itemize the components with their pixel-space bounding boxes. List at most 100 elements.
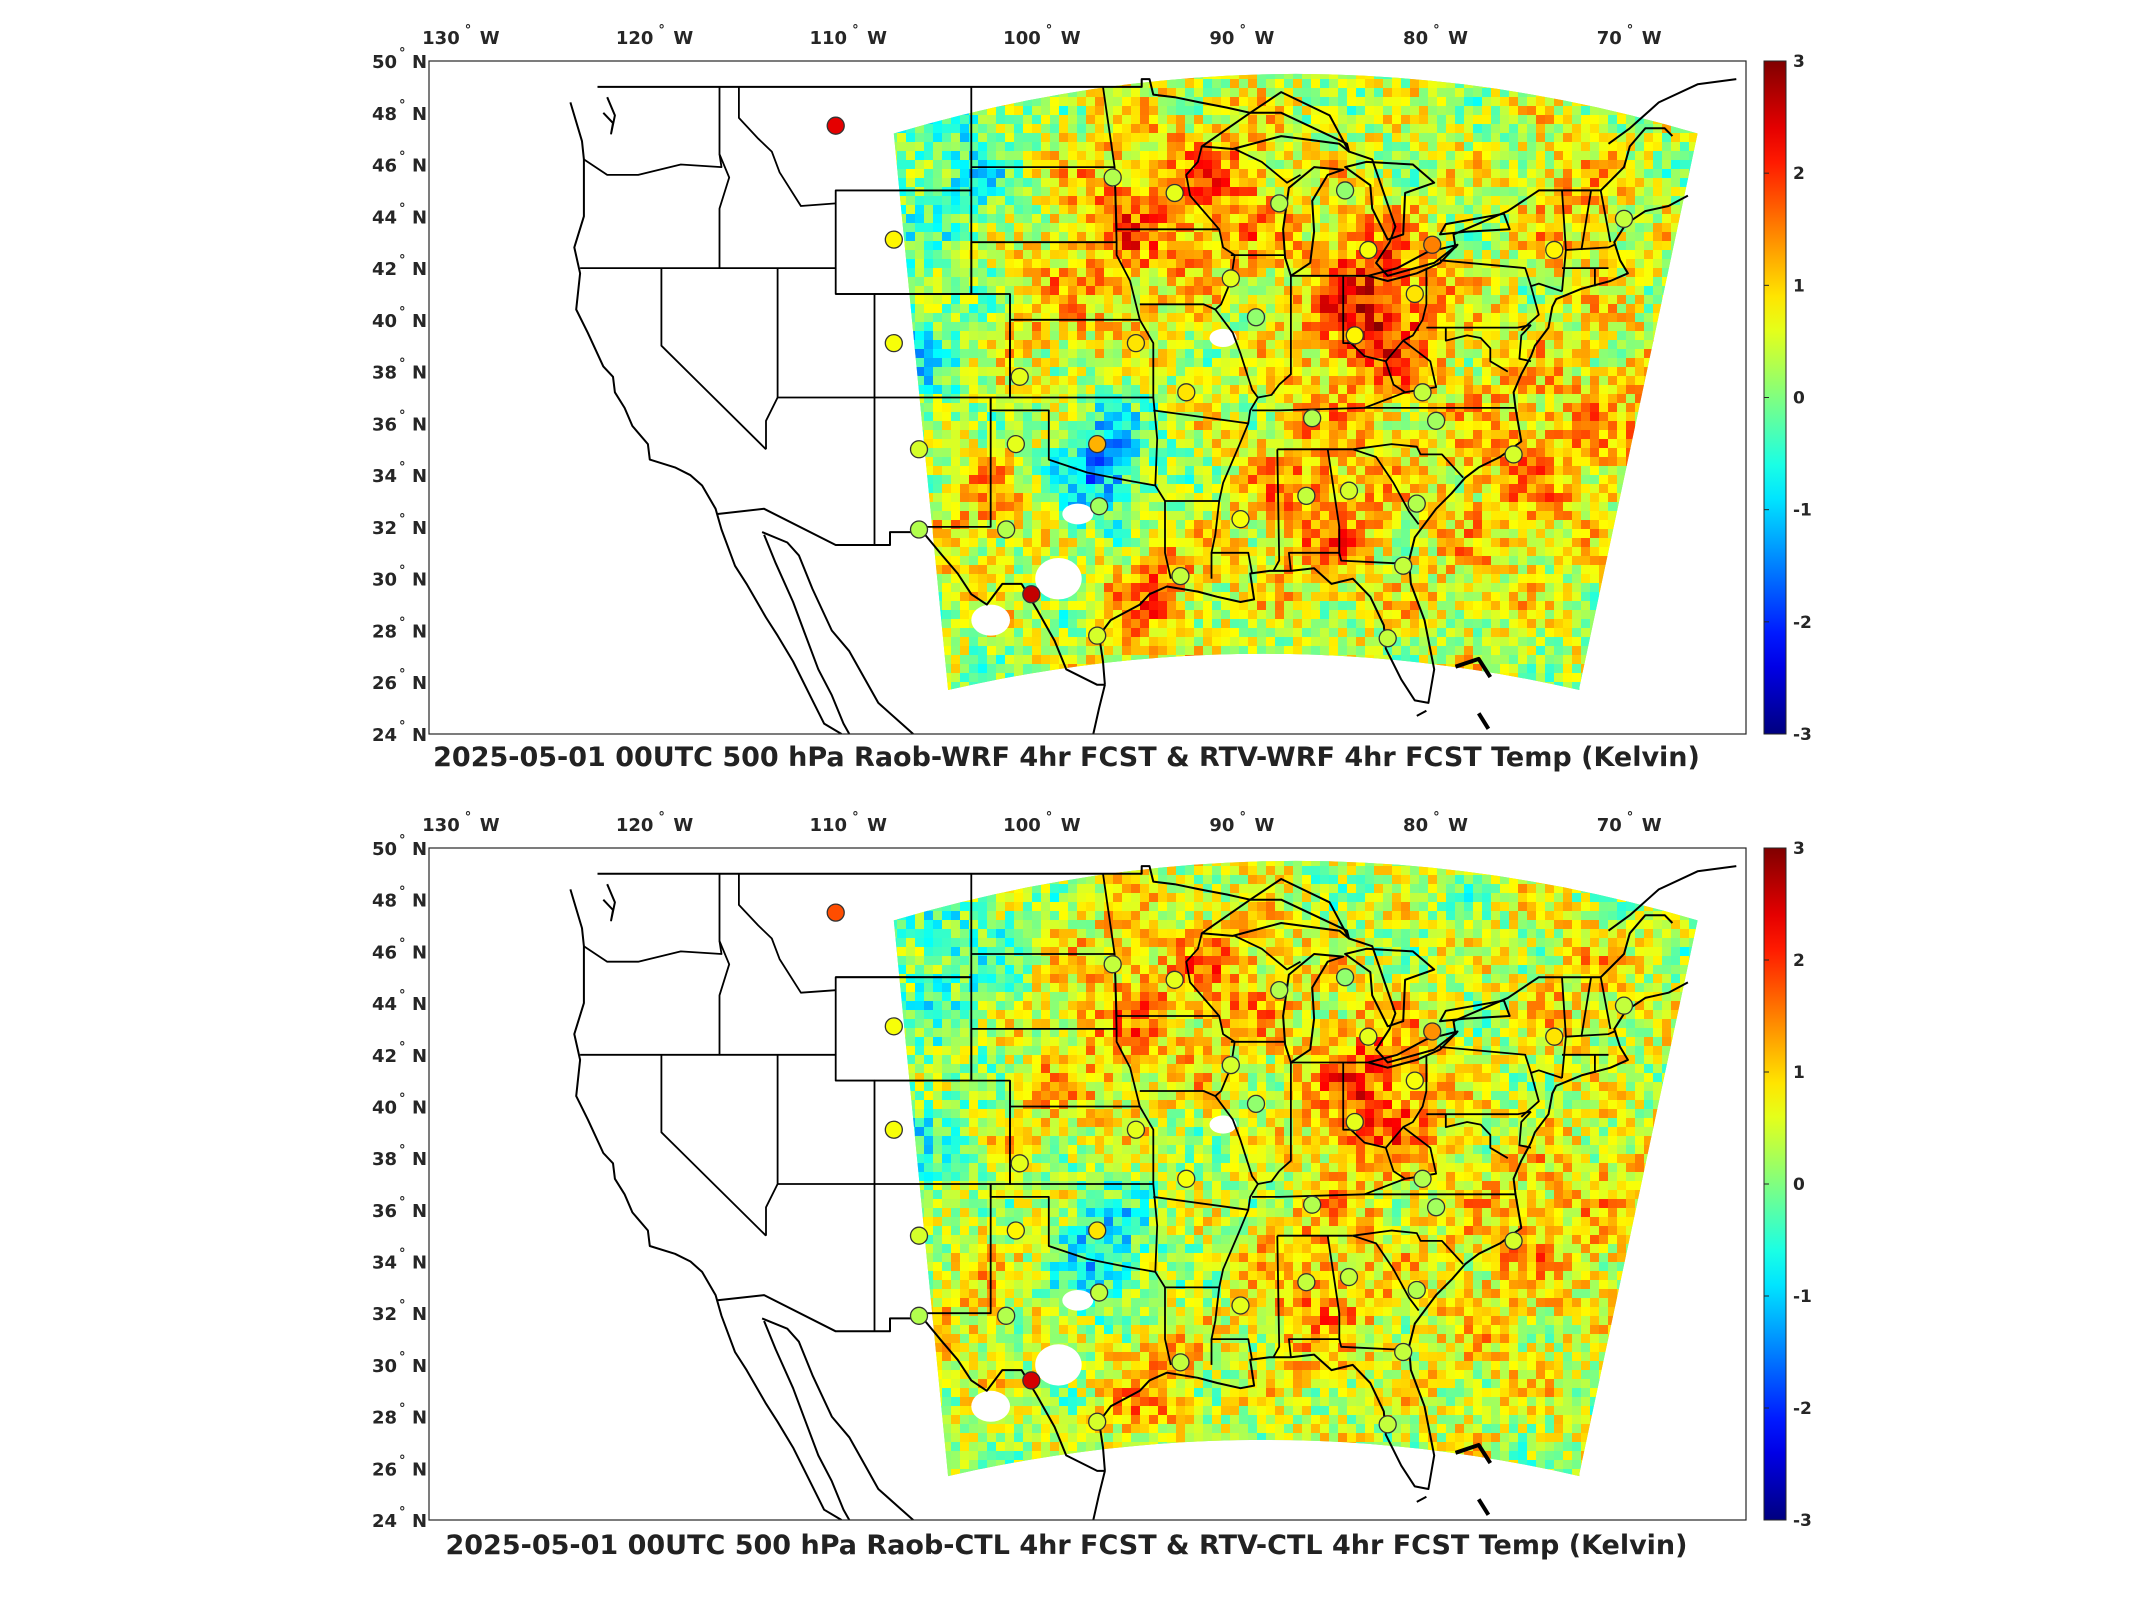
lat-tick-label: 26 ° N	[372, 1453, 427, 1480]
coastline	[569, 889, 843, 1520]
coastline	[1607, 78, 1737, 145]
colorbar-tick-label: 2	[1793, 951, 1805, 971]
state-border	[1520, 285, 1540, 331]
colorbar-tick-label: 3	[1793, 52, 1805, 72]
lat-tick-label: 34 ° N	[372, 1247, 427, 1274]
lat-tick-number: 28	[372, 621, 397, 642]
colorbar-tick-label: 2	[1793, 164, 1805, 184]
station-marker	[1221, 1055, 1240, 1075]
lake-outline	[1367, 243, 1459, 282]
lat-tick-number: 24	[372, 725, 397, 746]
lon-tick-label: 90 ° W	[1209, 810, 1274, 836]
lon-tick-label: 110 ° W	[810, 810, 888, 836]
lat-tick-number: 44	[372, 207, 397, 228]
lake-outline	[1367, 1030, 1459, 1069]
degree-mark: °	[852, 23, 859, 38]
degree-mark: °	[399, 1350, 406, 1365]
degree-mark: °	[1046, 810, 1053, 825]
degree-mark: °	[399, 1143, 406, 1158]
station-marker	[1089, 497, 1109, 516]
lon-hemisphere: W	[1448, 28, 1468, 49]
degree-mark: °	[1433, 810, 1440, 825]
island-outline	[1477, 712, 1491, 730]
colorbar-tick-label: 1	[1793, 1063, 1805, 1083]
degree-mark: °	[399, 1453, 406, 1468]
lat-tick-number: 32	[372, 1304, 397, 1325]
lat-hemisphere: N	[412, 1046, 427, 1067]
lat-tick-number: 26	[372, 673, 397, 694]
station-marker	[1345, 1112, 1364, 1132]
lat-tick-number: 32	[372, 518, 397, 539]
lat-tick-number: 40	[372, 311, 397, 332]
lat-tick-label: 50 ° N	[372, 833, 427, 860]
state-border	[1444, 327, 1509, 373]
lat-hemisphere: N	[412, 259, 427, 280]
coastline	[569, 102, 843, 734]
lat-hemisphere: N	[412, 1304, 427, 1325]
lake-outline	[1200, 878, 1350, 940]
station-marker	[1297, 1273, 1316, 1292]
state-border	[1153, 1196, 1249, 1211]
coastline	[1092, 1470, 1106, 1520]
lon-tick-number: 110	[810, 815, 848, 836]
lat-tick-label: 40 ° N	[372, 305, 427, 332]
station-marker	[1378, 1415, 1397, 1434]
lat-tick-label: 48 ° N	[372, 885, 427, 912]
lat-hemisphere: N	[412, 839, 427, 860]
lat-hemisphere: N	[412, 1253, 427, 1274]
lat-hemisphere: N	[412, 1097, 427, 1118]
lon-hemisphere: W	[1642, 28, 1662, 49]
state-border	[1154, 485, 1172, 579]
station-marker	[1089, 1283, 1109, 1302]
degree-mark: °	[1433, 23, 1440, 38]
station-marker	[1010, 1154, 1029, 1173]
lat-tick-number: 36	[372, 414, 397, 435]
state-border	[1278, 275, 1292, 386]
lat-hemisphere: N	[412, 1201, 427, 1222]
state-border	[1234, 935, 1301, 971]
colorbar: -3 -2 -1 0 1 2 3	[1763, 52, 1812, 745]
colorbar-tick-label: 3	[1793, 839, 1805, 859]
station-marker	[997, 1306, 1016, 1325]
lat-tick-label: 42 ° N	[372, 253, 427, 280]
lat-tick-label: 40 ° N	[372, 1091, 427, 1118]
map-plot-bottom: 130 ° W 120 ° W 110 ° W 100 ° W 90 ° W 80 ° W 70 ° W24 ° N26 ° N…	[372, 810, 1812, 1532]
station-marker	[1165, 970, 1184, 989]
station-marker	[909, 520, 929, 539]
state-border	[1352, 1229, 1464, 1265]
station-marker	[1231, 510, 1250, 529]
state-border	[1234, 148, 1301, 184]
state-border	[989, 397, 1159, 487]
lat-tick-label: 48 ° N	[372, 98, 427, 125]
lake-outline	[1344, 160, 1436, 241]
state-border	[1252, 275, 1406, 412]
lat-tick-number: 40	[372, 1097, 397, 1118]
state-border	[580, 940, 731, 1056]
land-outlines	[569, 78, 1737, 734]
station-marker	[1426, 1198, 1446, 1217]
station-marker	[884, 230, 903, 249]
island-outline	[1477, 1498, 1491, 1516]
lat-hemisphere: N	[412, 311, 427, 332]
lat-tick-number: 46	[372, 942, 397, 963]
lat-tick-label: 36 ° N	[372, 408, 427, 435]
lat-hemisphere: N	[412, 942, 427, 963]
lat-hemisphere: N	[412, 363, 427, 384]
degree-mark: °	[399, 305, 406, 320]
map-plot-top: 130 ° W 120 ° W 110 ° W 100 ° W 90 ° W 80 ° W 70 ° W24 ° N26 ° N…	[372, 23, 1812, 746]
station-marker	[1088, 1412, 1107, 1431]
state-border	[1210, 1095, 1259, 1360]
station-marker	[1022, 585, 1041, 604]
station-marker	[1413, 1169, 1432, 1188]
state-border	[1426, 324, 1532, 329]
lat-hemisphere: N	[412, 673, 427, 694]
state-border	[1580, 977, 1592, 1037]
coastline	[602, 96, 616, 135]
coastline	[761, 1317, 914, 1520]
station-marker	[1270, 194, 1289, 213]
degree-mark: °	[399, 667, 406, 682]
station-marker	[1088, 626, 1107, 645]
degree-mark: °	[1046, 23, 1053, 38]
lon-tick-label: 70 ° W	[1597, 23, 1662, 49]
lon-tick-label: 110 ° W	[810, 23, 888, 49]
